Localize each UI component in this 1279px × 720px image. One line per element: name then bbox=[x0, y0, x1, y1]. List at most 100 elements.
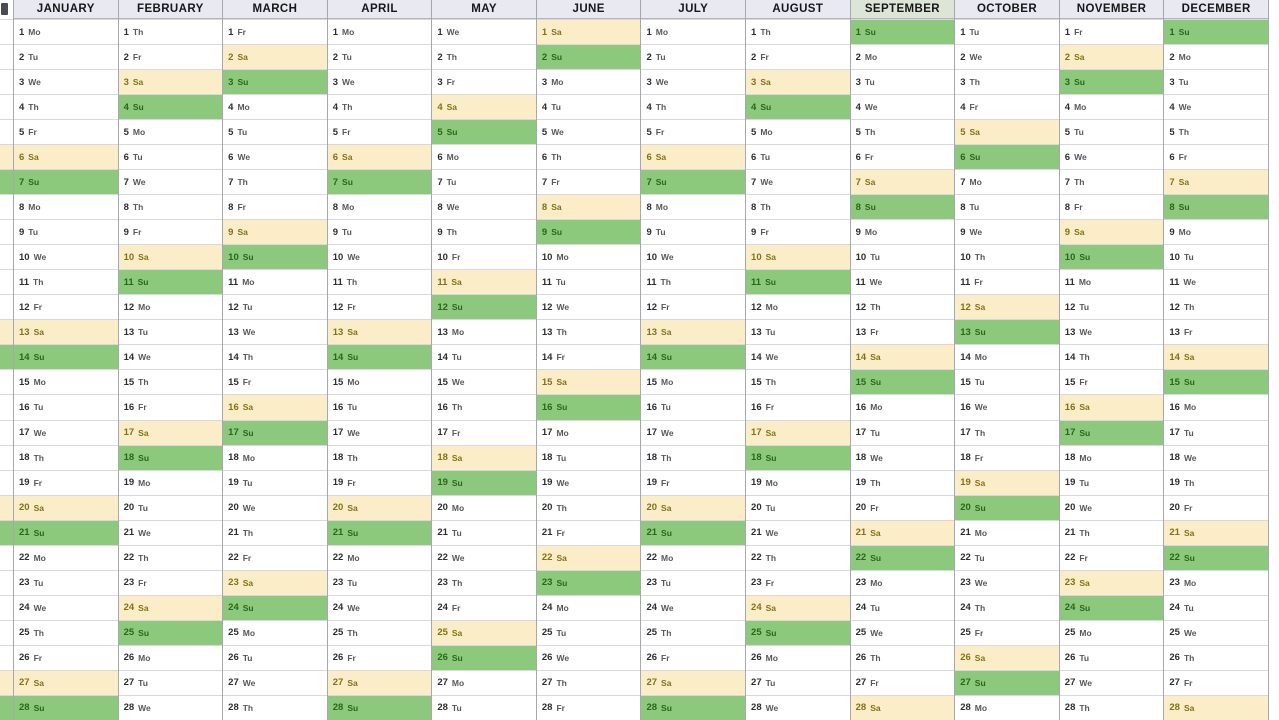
day-cell: 22 Fr bbox=[223, 544, 327, 570]
day-number: 3 bbox=[646, 76, 652, 88]
day-number: 12 bbox=[228, 301, 239, 313]
day-cell: 22 We bbox=[432, 544, 536, 570]
left-edge-row bbox=[0, 269, 13, 294]
weekday-abbreviation: Th bbox=[237, 177, 248, 188]
weekday-abbreviation: Mo bbox=[1183, 402, 1197, 413]
weekday-abbreviation: Mo bbox=[342, 27, 355, 38]
day-number: 22 bbox=[332, 552, 344, 564]
day-number: 7 bbox=[1169, 176, 1175, 188]
day-cell: 16 Su bbox=[536, 394, 641, 420]
weekday-abbreviation: Th bbox=[347, 452, 358, 463]
weekday-abbreviation: Tu bbox=[138, 327, 148, 338]
weekday-abbreviation: Sa bbox=[28, 152, 39, 163]
day-number: 24 bbox=[646, 602, 658, 614]
day-cell: 16 Th bbox=[432, 394, 536, 419]
day-number: 7 bbox=[19, 176, 25, 188]
day-number: 16 bbox=[541, 401, 553, 413]
day-number: 18 bbox=[228, 452, 239, 464]
day-cell: 7 Mo bbox=[955, 169, 1059, 194]
weekday-abbreviation: Mo bbox=[451, 677, 465, 688]
month-header: JULY bbox=[641, 0, 746, 19]
day-number: 28 bbox=[1169, 702, 1180, 714]
day-cell: 23 We bbox=[955, 569, 1059, 595]
day-cell: 28 Tu bbox=[432, 694, 536, 720]
weekday-abbreviation: Mo bbox=[1178, 227, 1191, 238]
day-cell: 2 Fr bbox=[746, 44, 850, 69]
day-cell: 8 Su bbox=[1164, 194, 1268, 220]
weekday-abbreviation: Fr bbox=[132, 52, 142, 63]
day-cell: 13 Mo bbox=[432, 319, 536, 344]
weekday-abbreviation: We bbox=[1183, 627, 1197, 638]
left-edge-row bbox=[0, 619, 13, 645]
day-number: 26 bbox=[541, 652, 553, 664]
weekday-abbreviation: Su bbox=[556, 577, 568, 588]
day-number: 13 bbox=[855, 326, 867, 338]
day-number: 3 bbox=[1169, 76, 1175, 88]
right-margin bbox=[1269, 0, 1279, 720]
day-number: 21 bbox=[646, 527, 658, 539]
day-cell: 8 Th bbox=[746, 194, 850, 219]
left-edge-row bbox=[0, 494, 13, 520]
weekday-abbreviation: Mo bbox=[765, 302, 778, 313]
weekday-abbreviation: Tu bbox=[33, 577, 44, 588]
day-number: 9 bbox=[19, 226, 25, 238]
day-cell: 3 Sa bbox=[746, 69, 850, 95]
weekday-abbreviation: Su bbox=[655, 177, 667, 188]
day-number: 18 bbox=[437, 452, 448, 464]
day-cell: 15 Mo bbox=[641, 369, 746, 394]
day-cell: 27 Tu bbox=[118, 669, 223, 695]
weekday-abbreviation: Su bbox=[765, 627, 777, 638]
weekday-abbreviation: Tu bbox=[242, 477, 253, 488]
month-column: MARCH 1 Fr 2 Sa 3 Su 4 Mo 5 Tu 6 We 7 Th 8 Fr 9 Sa 10 Su 11 Mo… bbox=[222, 0, 327, 720]
day-number: 16 bbox=[19, 401, 30, 413]
day-cell: 19 Tu bbox=[223, 469, 327, 495]
weekday-abbreviation: Tu bbox=[347, 402, 358, 413]
day-cell: 14 Sa bbox=[850, 344, 955, 370]
month-column: FEBRUARY 1 Th 2 Fr 3 Sa 4 Su 5 Mo 6 Tu 7 We 8 Th 9 Fr 10 Sa 1… bbox=[117, 0, 223, 720]
day-number: 6 bbox=[960, 151, 966, 163]
month-header: MAY bbox=[432, 0, 536, 19]
month-column: NOVEMBER 1 Fr 2 Sa 3 Su 4 Mo 5 Tu 6 We 7 Th 8 Fr 9 Sa 10 Su 1… bbox=[1058, 0, 1164, 720]
day-number: 4 bbox=[123, 101, 129, 113]
day-number: 5 bbox=[541, 126, 548, 138]
day-number: 14 bbox=[751, 351, 762, 363]
day-number: 20 bbox=[1169, 502, 1180, 514]
day-number: 13 bbox=[646, 326, 658, 338]
day-number: 9 bbox=[541, 226, 548, 238]
day-number: 15 bbox=[228, 376, 239, 388]
day-number: 24 bbox=[332, 602, 344, 614]
weekday-abbreviation: Su bbox=[242, 252, 254, 263]
day-number: 16 bbox=[332, 401, 344, 413]
day-cell: 6 Th bbox=[536, 144, 641, 169]
day-cell: 12 Fr bbox=[327, 294, 432, 319]
weekday-abbreviation: Mo bbox=[556, 427, 569, 438]
day-cell: 28 We bbox=[746, 694, 850, 720]
weekday-abbreviation: Th bbox=[551, 152, 562, 163]
day-number: 27 bbox=[960, 677, 971, 689]
day-cell: 9 Tu bbox=[327, 219, 432, 244]
day-number: 26 bbox=[855, 652, 867, 664]
weekday-abbreviation: Mo bbox=[765, 652, 778, 663]
day-cell: 23 Tu bbox=[14, 569, 118, 595]
weekday-abbreviation: Fr bbox=[451, 427, 461, 438]
day-number: 8 bbox=[123, 201, 129, 213]
day-cell: 9 Sa bbox=[1059, 219, 1164, 245]
weekday-abbreviation: We bbox=[342, 77, 355, 88]
weekday-abbreviation: We bbox=[242, 677, 256, 688]
day-number: 11 bbox=[541, 276, 552, 288]
day-number: 23 bbox=[332, 577, 344, 589]
weekday-abbreviation: Th bbox=[864, 127, 876, 138]
weekday-abbreviation: Tu bbox=[1079, 477, 1090, 488]
day-number: 14 bbox=[437, 351, 448, 363]
day-cell: 4 Th bbox=[327, 94, 432, 119]
day-cell: 26 Su bbox=[432, 644, 536, 670]
day-cell: 19 Th bbox=[1164, 469, 1268, 495]
day-number: 21 bbox=[1064, 527, 1076, 539]
left-edge-row bbox=[0, 19, 13, 44]
day-number: 8 bbox=[1169, 201, 1175, 213]
day-number: 23 bbox=[228, 577, 239, 589]
day-cell: 26 We bbox=[536, 644, 641, 670]
weekday-abbreviation: Th bbox=[242, 527, 254, 538]
day-number: 21 bbox=[541, 527, 553, 539]
day-number: 3 bbox=[332, 76, 339, 88]
